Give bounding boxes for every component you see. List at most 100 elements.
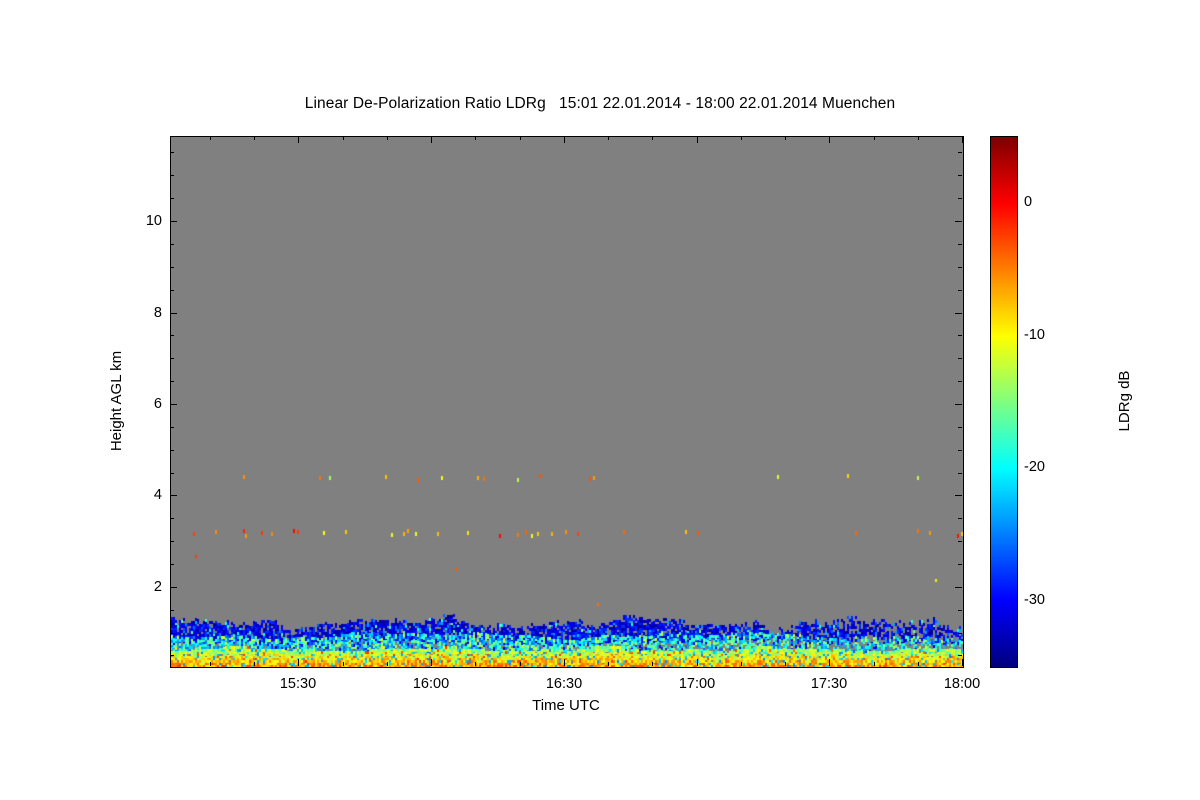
axis-tick [874, 136, 875, 140]
axis-tick [170, 473, 174, 474]
axis-tick [958, 518, 962, 519]
x-tick-label: 15:30 [279, 676, 317, 692]
axis-tick [958, 175, 962, 176]
axis-tick [170, 244, 174, 245]
axis-tick [170, 541, 174, 542]
page-title: Linear De-Polarization Ratio LDRg 15:01 … [304, 95, 896, 112]
axis-tick [475, 662, 476, 666]
colorbar-tick-label: 0 [1024, 194, 1033, 210]
axis-tick [254, 136, 255, 140]
axis-tick [652, 662, 653, 666]
colorbar-tick-label: -20 [1024, 459, 1045, 475]
colorbar-title: LDRg dB [1116, 370, 1133, 432]
axis-tick [170, 518, 174, 519]
axis-tick [958, 358, 962, 359]
y-tick-label: 10 [145, 213, 162, 229]
axis-tick [962, 136, 963, 143]
axis-tick [170, 633, 174, 634]
axis-tick [958, 541, 962, 542]
axis-tick [254, 662, 255, 666]
axis-tick [387, 662, 388, 666]
axis-tick [955, 495, 962, 496]
axis-tick [564, 659, 565, 666]
axis-tick [955, 221, 962, 222]
x-tick-label: 18:00 [943, 676, 981, 692]
axis-tick [608, 662, 609, 666]
axis-tick [170, 290, 174, 291]
heatmap-plot-area[interactable] [170, 136, 964, 668]
axis-tick [955, 587, 962, 588]
axis-tick [741, 136, 742, 140]
axis-tick [958, 198, 962, 199]
y-axis-title: Height AGL km [108, 350, 125, 452]
axis-tick [958, 473, 962, 474]
axis-tick [475, 136, 476, 140]
axis-tick [829, 659, 830, 666]
axis-tick [387, 136, 388, 140]
axis-tick [958, 244, 962, 245]
axis-tick [170, 152, 174, 153]
axis-tick [170, 221, 177, 222]
axis-tick [697, 136, 698, 143]
x-axis-title: Time UTC [532, 697, 600, 714]
axis-tick [652, 136, 653, 140]
axis-tick [958, 633, 962, 634]
axis-tick [918, 136, 919, 140]
axis-tick [958, 564, 962, 565]
axis-tick [170, 381, 174, 382]
colorbar[interactable] [990, 136, 1018, 668]
axis-tick [431, 659, 432, 666]
x-tick-label: 17:00 [678, 676, 716, 692]
axis-tick [958, 610, 962, 611]
axis-tick [955, 313, 962, 314]
axis-tick [343, 662, 344, 666]
axis-tick [170, 587, 177, 588]
axis-tick [958, 655, 962, 656]
axis-tick [958, 267, 962, 268]
axis-tick [697, 659, 698, 666]
axis-tick [431, 136, 432, 143]
axis-tick [829, 136, 830, 143]
x-tick-label: 16:30 [545, 676, 583, 692]
y-tick-label: 4 [153, 487, 162, 503]
axis-tick [170, 198, 174, 199]
axis-tick [958, 381, 962, 382]
axis-tick [170, 655, 174, 656]
axis-tick [170, 404, 177, 405]
axis-tick [955, 404, 962, 405]
axis-tick [298, 659, 299, 666]
axis-tick [785, 136, 786, 140]
axis-tick [298, 136, 299, 143]
axis-tick [343, 136, 344, 140]
y-tick-label: 6 [153, 396, 162, 412]
y-tick-label: 2 [153, 579, 162, 595]
colorbar-gradient [991, 137, 1017, 667]
axis-tick [170, 495, 177, 496]
colorbar-tick-label: -10 [1024, 327, 1045, 343]
axis-tick [210, 136, 211, 140]
axis-tick [958, 427, 962, 428]
axis-tick [170, 175, 174, 176]
axis-tick [170, 610, 174, 611]
axis-tick [520, 136, 521, 140]
axis-tick [958, 152, 962, 153]
axis-tick [170, 267, 174, 268]
axis-tick [170, 335, 174, 336]
x-tick-label: 16:00 [412, 676, 450, 692]
y-tick-label: 8 [153, 305, 162, 321]
axis-tick [520, 662, 521, 666]
axis-tick [918, 662, 919, 666]
axis-tick [962, 659, 963, 666]
axis-tick [564, 136, 565, 143]
colorbar-tick-label: -30 [1024, 592, 1045, 608]
axis-tick [785, 662, 786, 666]
axis-tick [210, 662, 211, 666]
axis-tick [170, 358, 174, 359]
axis-tick [608, 136, 609, 140]
axis-tick [170, 313, 177, 314]
axis-tick [170, 564, 174, 565]
x-tick-label: 17:30 [810, 676, 848, 692]
axis-tick [958, 290, 962, 291]
axis-tick [874, 662, 875, 666]
